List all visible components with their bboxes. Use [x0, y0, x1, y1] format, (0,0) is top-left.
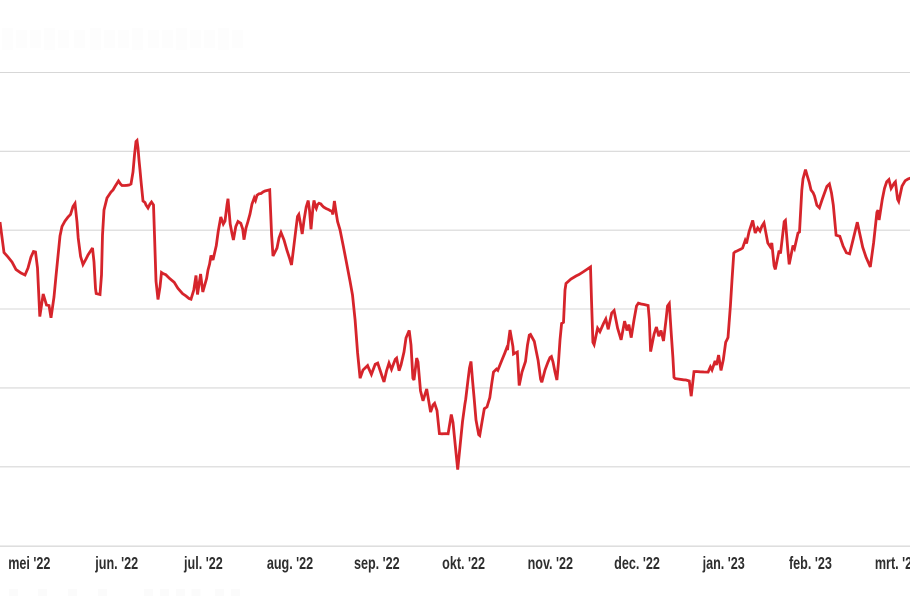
svg-text:dec. '22: dec. '22 — [614, 554, 660, 574]
svg-text:nov. '22: nov. '22 — [528, 554, 574, 574]
svg-text:jun. '22: jun. '22 — [94, 554, 138, 574]
svg-text:jul. '22: jul. '22 — [183, 554, 223, 574]
svg-text:aug. '22: aug. '22 — [267, 554, 314, 574]
svg-text:feb. '23: feb. '23 — [789, 554, 832, 574]
svg-text:jan. '23: jan. '23 — [702, 554, 745, 574]
svg-text:sep. '22: sep. '22 — [354, 554, 400, 574]
svg-text:okt. '22: okt. '22 — [442, 554, 485, 574]
svg-text:mei '22: mei '22 — [8, 554, 50, 574]
svg-text:mrt. '23: mrt. '23 — [875, 554, 910, 574]
